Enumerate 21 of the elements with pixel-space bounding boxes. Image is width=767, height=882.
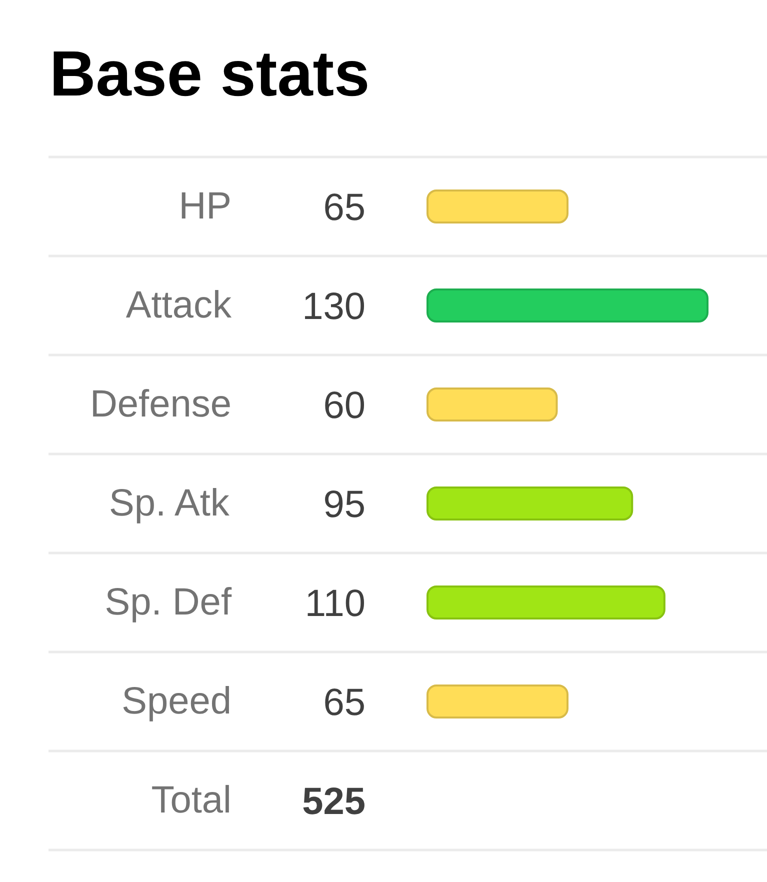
text: 525 [302,781,366,823]
data-label: 65 [323,187,366,229]
y-tick-label: Defense [90,384,232,426]
data-label: 95 [323,484,366,526]
data-label: 65 [323,682,366,724]
bar [426,486,634,520]
bar [426,190,568,224]
bar [426,288,708,322]
y-tick-label: Attack [126,284,232,326]
data-label: 110 [304,583,366,625]
y-tick-label: HP [178,186,232,228]
data-label: 60 [323,385,366,427]
y-tick-label: Speed [122,680,232,722]
y-tick-label: Sp. Def [104,582,232,624]
bar [426,388,558,422]
data-label: 130 [302,286,366,328]
bar [426,586,666,620]
bar [426,684,568,718]
chart-title: Base stats [50,38,370,110]
y-tick-label: Sp. Atk [109,482,230,524]
text: Total [151,780,232,822]
